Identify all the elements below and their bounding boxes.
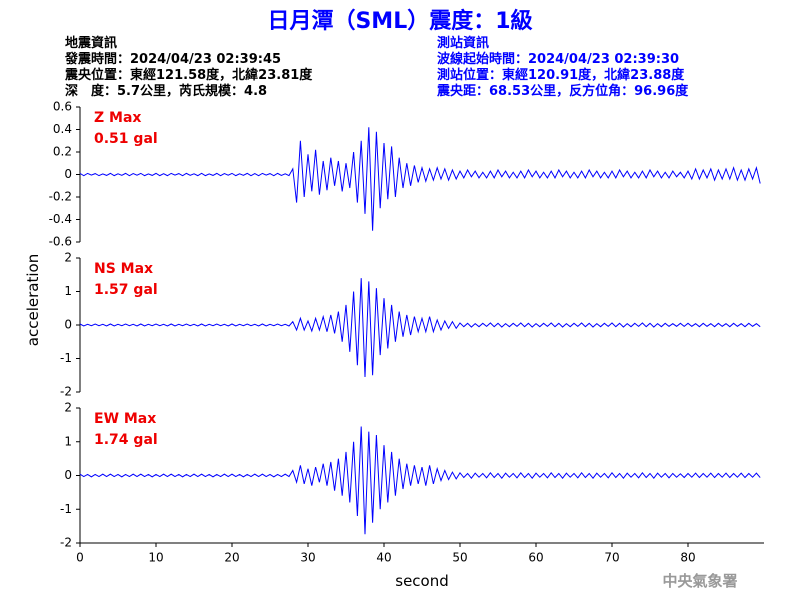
- max-label: 0.51 gal: [94, 131, 158, 147]
- y-tick-label: -2: [60, 536, 72, 550]
- x-tick-label: 30: [300, 551, 315, 565]
- max-label: NS Max: [94, 261, 153, 277]
- page-title: 日月潭（SML）震度：1級: [267, 8, 532, 34]
- max-label: 1.57 gal: [94, 282, 158, 298]
- max-label: EW Max: [94, 411, 156, 427]
- x-tick-label: 60: [528, 551, 543, 565]
- y-tick-label: -0.6: [49, 235, 72, 249]
- y-tick-label: 0: [64, 167, 72, 181]
- x-tick-label: 40: [376, 551, 391, 565]
- y-tick-label: -1: [60, 351, 72, 365]
- y-tick-label: 0: [64, 468, 72, 482]
- x-tick-label: 0: [76, 551, 84, 565]
- info-right: 測站位置：東經120.91度，北緯23.88度: [437, 67, 685, 83]
- x-tick-label: 10: [148, 551, 163, 565]
- x-tick-label: 80: [680, 551, 695, 565]
- x-tick-label: 50: [452, 551, 467, 565]
- y-tick-label: 2: [64, 251, 72, 265]
- y-tick-label: -0.4: [49, 212, 72, 226]
- info-left: 深 度：5.7公里，芮氏規模：4.8: [65, 83, 267, 99]
- y-tick-label: -0.2: [49, 190, 72, 204]
- x-tick-label: 20: [224, 551, 239, 565]
- x-tick-label: 70: [604, 551, 619, 565]
- info-right: 波線起始時間：2024/04/23 02:39:30: [437, 51, 679, 67]
- y-tick-label: 0.4: [53, 122, 72, 136]
- max-label: 1.74 gal: [94, 432, 158, 448]
- info-left: 地震資訊: [65, 35, 117, 51]
- waveform: [79, 278, 761, 377]
- info-right: 測站資訊: [437, 35, 489, 51]
- y-tick-label: -1: [60, 502, 72, 516]
- y-tick-label: 0: [64, 318, 72, 332]
- info-left: 震央位置：東經121.58度，北緯23.81度: [64, 67, 313, 83]
- info-left: 發震時間：2024/04/23 02:39:45: [64, 51, 281, 67]
- x-axis-label: second: [395, 572, 449, 590]
- footer: 中央氣象署: [662, 572, 737, 590]
- y-tick-label: -2: [60, 385, 72, 399]
- y-tick-label: 1: [64, 284, 72, 298]
- y-tick-label: 0.2: [53, 145, 72, 159]
- y-axis-label: acceleration: [24, 254, 42, 346]
- y-tick-label: 1: [64, 434, 72, 448]
- info-right: 震央距：68.53公里，反方位角：96.96度: [436, 83, 689, 99]
- y-tick-label: 2: [64, 401, 72, 415]
- y-tick-label: 0.6: [53, 100, 72, 114]
- waveform: [79, 426, 761, 535]
- waveform: [79, 127, 761, 231]
- max-label: Z Max: [94, 110, 141, 126]
